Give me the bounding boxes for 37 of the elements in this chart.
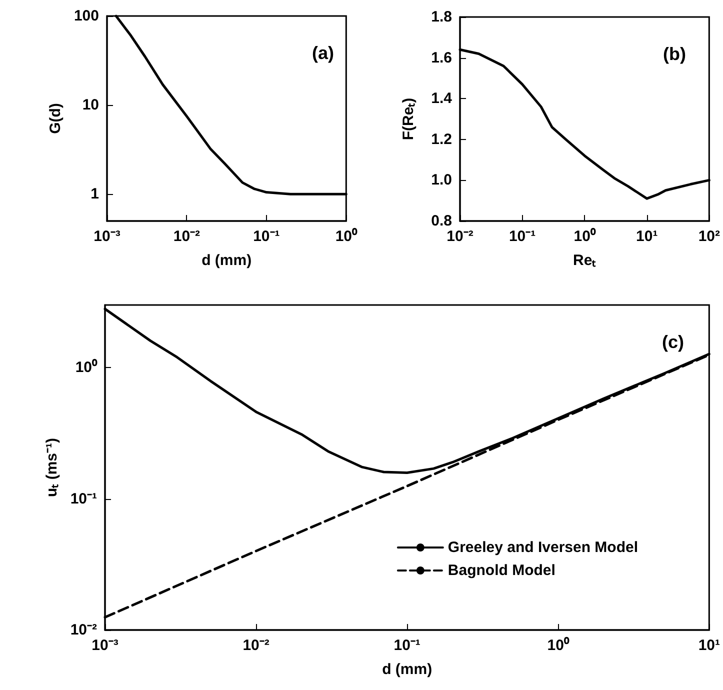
x-tick-label: 10⁰ (547, 636, 570, 654)
y-axis-title: uₜ (ms⁻¹) (43, 438, 60, 497)
x-tick-label: 10⁻¹ (508, 228, 536, 245)
x-tick-label: 10⁻¹ (253, 228, 280, 245)
annotation: (c) (662, 332, 684, 352)
legend-label: Bagnold Model (448, 562, 556, 579)
annotation: (b) (663, 44, 686, 64)
y-axis-title: F(Reₜ) (400, 98, 417, 140)
y-tick-label: 1.4 (431, 90, 453, 108)
x-tick-label: 10⁰ (335, 227, 358, 245)
x-tick-label: 10⁻² (242, 637, 270, 654)
y-tick-label: 1.6 (431, 49, 452, 66)
x-tick-label: 10⁰ (574, 227, 596, 245)
y-tick-label: 1.2 (431, 130, 452, 148)
x-tick-label: 10² (698, 228, 720, 245)
x-tick-label: 10⁻² (446, 228, 474, 245)
x-axis-title: Reₜ (572, 252, 596, 269)
x-tick-label: 10⁻³ (92, 637, 118, 654)
annotation: (a) (312, 43, 334, 63)
y-tick-label: 100 (74, 8, 99, 24)
x-axis-title: d (mm) (202, 252, 252, 269)
y-tick-label: 1.8 (431, 8, 452, 26)
y-axis-title: G(d) (47, 103, 64, 134)
x-tick-label: 10¹ (698, 637, 720, 654)
x-tick-label: 10⁻³ (94, 228, 120, 245)
legend-label: Greeley and Iversen Model (448, 539, 638, 556)
y-tick-label: 10⁰ (75, 358, 98, 376)
x-tick-label: 10¹ (636, 228, 658, 245)
x-axis-title: d (mm) (382, 661, 432, 678)
y-tick-label: 1 (90, 186, 99, 203)
y-tick-label: 10⁻¹ (70, 490, 97, 508)
x-tick-label: 10⁻¹ (394, 637, 420, 654)
x-tick-label: 10⁻² (173, 228, 200, 245)
y-tick-label: 10⁻² (70, 622, 97, 638)
y-tick-label: 1.0 (431, 172, 452, 189)
y-tick-label: 0.8 (431, 212, 452, 230)
y-tick-label: 10 (82, 96, 99, 114)
